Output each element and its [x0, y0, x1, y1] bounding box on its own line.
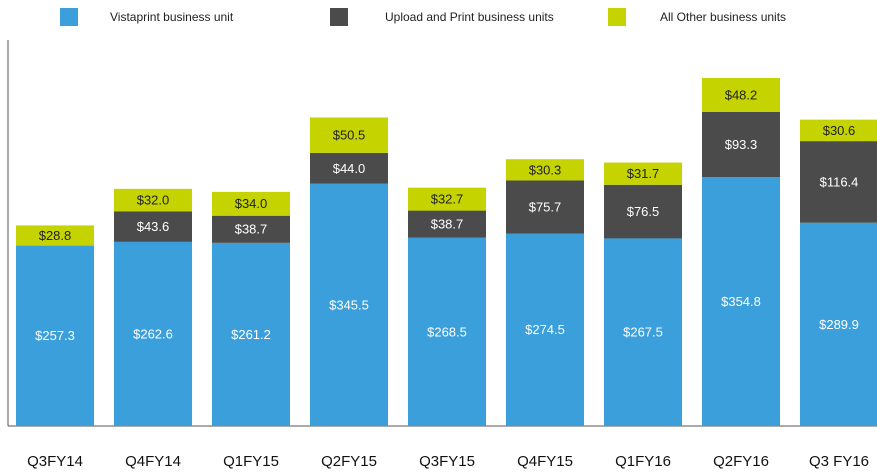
bar-segment [408, 237, 486, 426]
bar-segment [506, 180, 584, 234]
bar-segment [212, 215, 290, 243]
value-label: $345.5 [329, 297, 369, 312]
value-label: $76.5 [627, 204, 660, 219]
bar-segment [114, 211, 192, 242]
value-label: $267.5 [623, 325, 663, 340]
bar-segment [310, 117, 388, 153]
value-label: $93.3 [725, 137, 758, 152]
value-label: $261.2 [231, 327, 271, 342]
value-label: $268.5 [427, 324, 467, 339]
x-tick-label: Q2FY16 [713, 453, 769, 470]
x-tick-label: Q3FY14 [27, 453, 83, 470]
bar-segment [310, 183, 388, 426]
value-label: $274.5 [525, 322, 565, 337]
value-label: $38.7 [431, 217, 464, 232]
bar-segment [702, 78, 780, 112]
bar-segment [800, 141, 877, 223]
bar-segment [212, 242, 290, 426]
value-label: $34.0 [235, 196, 268, 211]
bar-segment [702, 177, 780, 426]
bar-segment [114, 241, 192, 426]
bar-segment [212, 191, 290, 216]
x-tick-label: Q4FY15 [517, 453, 573, 470]
legend-swatch [330, 8, 348, 26]
legend-label: All Other business units [660, 10, 786, 24]
value-label: $354.8 [721, 294, 761, 309]
x-tick-label: Q4FY14 [125, 453, 181, 470]
x-tick-label: Q1FY15 [223, 453, 279, 470]
value-label: $30.3 [529, 162, 562, 177]
bar-segment [604, 238, 682, 426]
value-label: $289.9 [819, 317, 859, 332]
legend-swatch [608, 8, 626, 26]
value-label: $50.5 [333, 128, 366, 143]
x-tick-label: Q3 FY16 [809, 453, 869, 470]
value-label: $30.6 [823, 123, 856, 138]
legend-label: Vistaprint business unit [110, 10, 234, 24]
x-tick-label: Q2FY15 [321, 453, 377, 470]
bar-segment [408, 187, 486, 211]
bar-segment [408, 210, 486, 238]
value-label: $28.8 [39, 228, 72, 243]
value-label: $262.6 [133, 326, 173, 341]
value-label: $116.4 [820, 174, 859, 189]
bar-segment [310, 152, 388, 184]
value-label: $32.0 [137, 193, 170, 208]
bar-segment [800, 119, 877, 142]
bar-segment [604, 184, 682, 239]
value-label: $31.7 [627, 166, 660, 181]
bar-segment [506, 159, 584, 181]
value-label: $43.6 [137, 219, 170, 234]
bar-segment [506, 233, 584, 426]
bar-segment [800, 222, 877, 426]
bar-segment [16, 245, 94, 426]
bar-segment [114, 188, 192, 212]
bar-segment [604, 162, 682, 185]
value-label: $32.7 [431, 192, 464, 207]
value-label: $44.0 [333, 161, 366, 176]
value-label: $257.3 [35, 328, 75, 343]
value-label: $75.7 [529, 199, 562, 214]
value-label: $48.2 [725, 87, 758, 102]
legend-swatch [60, 8, 78, 26]
value-label: $38.7 [235, 222, 268, 237]
legend-label: Upload and Print business units [385, 10, 554, 24]
bar-segment [702, 111, 780, 178]
x-tick-label: Q3FY15 [419, 453, 475, 470]
x-tick-label: Q1FY16 [615, 453, 671, 470]
bar-segment [16, 225, 94, 246]
